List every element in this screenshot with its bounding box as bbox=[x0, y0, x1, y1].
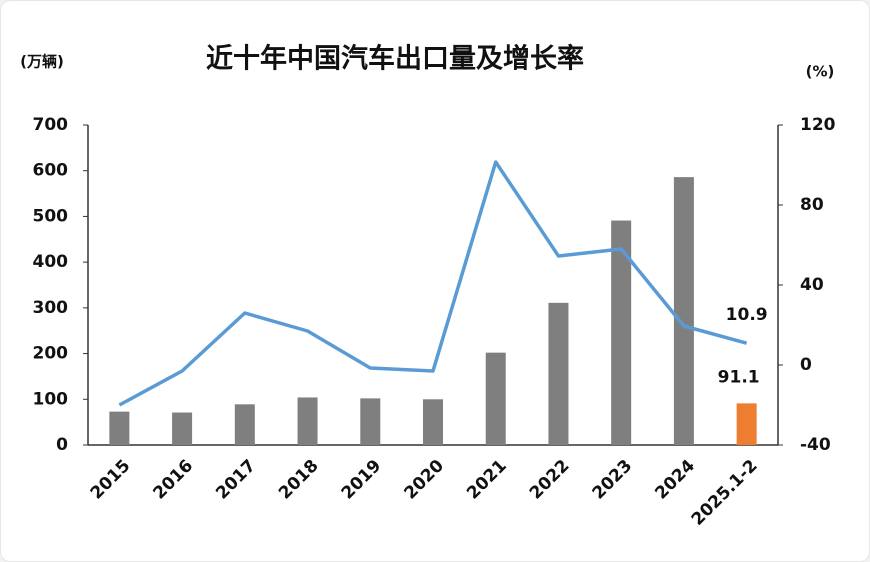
x-tick-label: 2025.1-2 bbox=[688, 456, 762, 530]
y-tick-label: 0 bbox=[56, 435, 68, 455]
x-tick-label: 2015 bbox=[87, 456, 135, 504]
x-tick-label: 2016 bbox=[150, 456, 198, 504]
x-tick-label: 2023 bbox=[589, 456, 637, 504]
y-tick-label: 500 bbox=[33, 206, 69, 226]
x-tick-label: 2024 bbox=[651, 456, 699, 504]
y-tick-label: 400 bbox=[33, 252, 69, 272]
bar bbox=[297, 397, 318, 445]
bar bbox=[673, 177, 694, 445]
y2-tick-label: 0 bbox=[800, 355, 812, 375]
chart-title: 近十年中国汽车出口量及增长率 bbox=[206, 43, 584, 75]
y-axis-label: (万辆) bbox=[20, 53, 64, 71]
bar bbox=[548, 302, 569, 445]
y-tick-label: 300 bbox=[33, 298, 69, 318]
y-tick-label: 600 bbox=[33, 161, 69, 181]
y2-tick-label: 120 bbox=[800, 115, 836, 135]
y2-tick-label: 40 bbox=[800, 275, 824, 295]
y-tick-label: 100 bbox=[33, 389, 69, 409]
data-label: 10.9 bbox=[726, 305, 768, 325]
bar bbox=[109, 411, 130, 445]
bar bbox=[485, 352, 506, 445]
y2-tick-label: 80 bbox=[800, 195, 824, 215]
bar bbox=[360, 398, 381, 445]
x-tick-label: 2022 bbox=[526, 456, 574, 504]
y2-tick-label: -40 bbox=[800, 435, 831, 455]
bar bbox=[172, 412, 193, 445]
bar bbox=[234, 404, 255, 445]
growth-line bbox=[118, 160, 748, 407]
y2-axis-label: (%) bbox=[806, 63, 835, 81]
bar bbox=[611, 220, 632, 445]
bar bbox=[736, 403, 757, 445]
bar bbox=[423, 399, 443, 445]
x-tick-label: 2018 bbox=[275, 456, 323, 504]
x-tick-label: 2019 bbox=[338, 456, 386, 504]
y-tick-label: 700 bbox=[33, 115, 69, 135]
x-tick-label: 2020 bbox=[400, 456, 448, 504]
x-tick-label: 2017 bbox=[212, 456, 260, 504]
y-tick-label: 200 bbox=[33, 344, 69, 364]
x-tick-label: 2021 bbox=[463, 456, 511, 504]
data-label: 91.1 bbox=[718, 367, 760, 387]
